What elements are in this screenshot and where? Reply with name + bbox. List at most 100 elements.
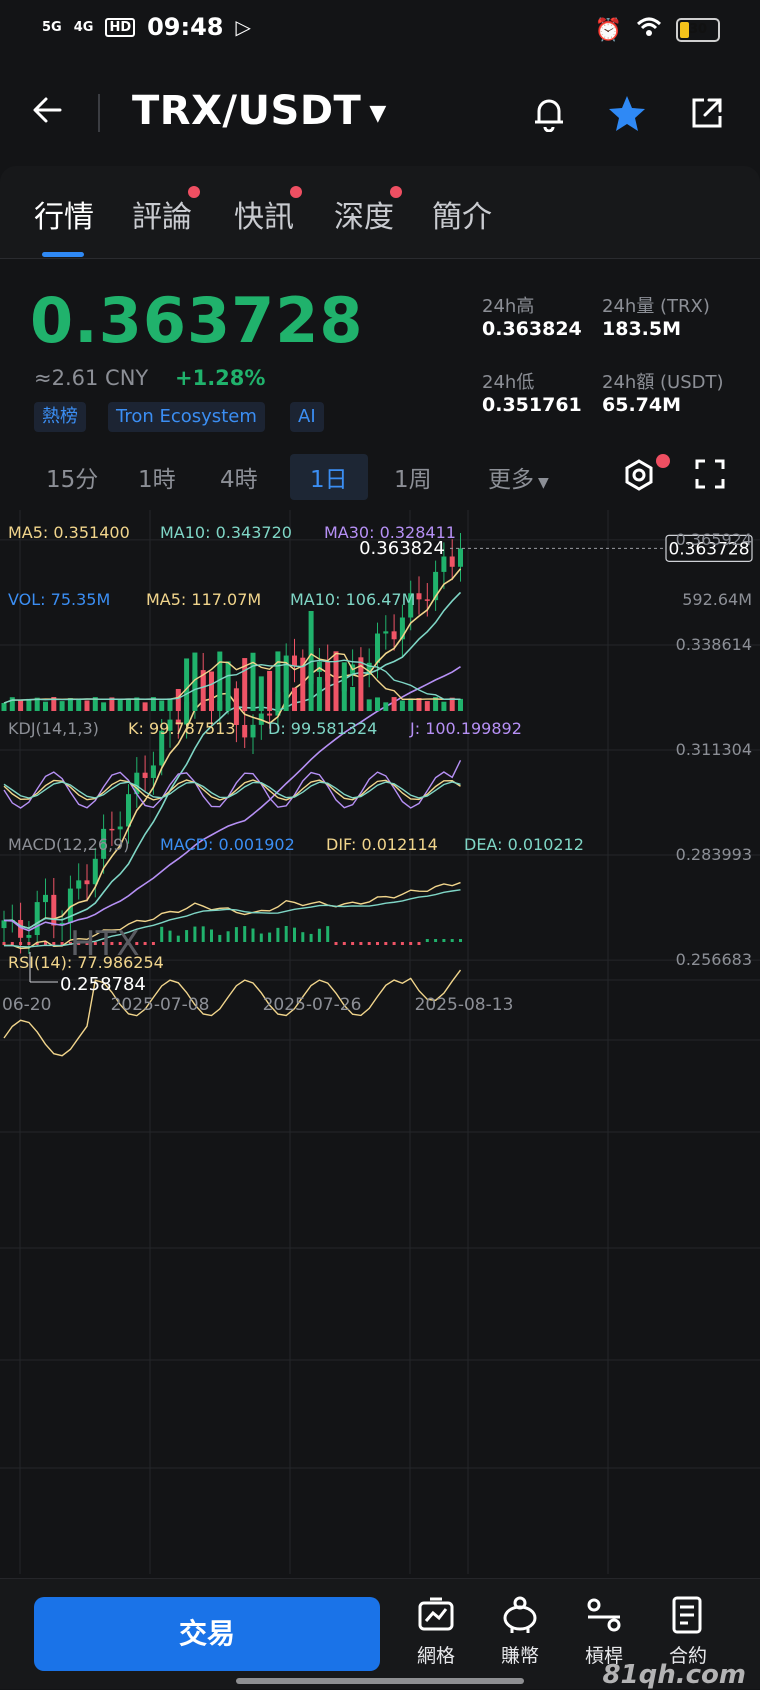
macd-histogram-bar <box>10 942 14 945</box>
trade-button[interactable]: 交易 <box>34 1597 380 1671</box>
candle-body <box>34 902 40 936</box>
volume-bar <box>283 661 289 711</box>
macd-histogram-bar <box>210 929 213 942</box>
volume-bar <box>200 675 206 711</box>
candle-body <box>175 719 181 725</box>
macd-histogram-bar <box>27 942 31 945</box>
tab-news[interactable]: 快訊 <box>234 186 302 236</box>
notification-dot <box>656 454 670 468</box>
star-favorite-icon[interactable] <box>604 90 650 136</box>
macd-histogram-bar <box>226 931 230 942</box>
volume-bar <box>424 701 430 711</box>
macd-dea-legend: DEA: 0.010212 <box>464 835 584 854</box>
volume-bar <box>101 702 107 711</box>
candle-body <box>167 719 173 731</box>
tf-1w[interactable]: 1周 <box>394 467 432 493</box>
candle-body <box>408 593 414 618</box>
share-icon[interactable] <box>684 90 730 136</box>
candle-body <box>366 662 372 675</box>
back-arrow-icon[interactable] <box>30 92 70 132</box>
macd-histogram-bar <box>60 942 64 945</box>
signal-4g: 4G <box>73 19 94 35</box>
vol-legend: VOL: 75.35M <box>8 590 110 609</box>
home-indicator <box>236 1678 524 1684</box>
stat-vol-value: 183.5M <box>602 318 682 340</box>
tf-1d[interactable]: 1日 <box>290 454 368 500</box>
htx-watermark: HTX <box>70 924 140 964</box>
nav-contract[interactable]: 合約 <box>648 1593 728 1668</box>
tf-1h[interactable]: 1時 <box>138 467 176 493</box>
volume-bar <box>300 657 306 711</box>
bell-icon[interactable] <box>526 90 572 136</box>
nav-earn[interactable]: 賺幣 <box>480 1593 560 1668</box>
tf-more[interactable]: 更多 ▼ <box>488 467 549 493</box>
macd-histogram-bar <box>85 942 89 945</box>
tf-4h[interactable]: 4時 <box>220 467 258 493</box>
stat-high-value: 0.363824 <box>482 318 582 340</box>
tag-hot[interactable]: 熱榜 <box>34 402 86 432</box>
candle-body <box>59 922 65 926</box>
indicator-settings-icon[interactable] <box>622 458 656 496</box>
x-tick-label: 06-20 <box>2 995 51 1015</box>
macd-histogram-bar <box>425 939 429 942</box>
macd-histogram-bar <box>143 942 147 945</box>
volume-bar <box>84 700 90 711</box>
volume-bar <box>416 698 422 711</box>
nav-margin[interactable]: 槓桿 <box>564 1593 644 1668</box>
volume-bar <box>375 697 380 711</box>
tab-depth[interactable]: 深度 <box>334 186 402 236</box>
macd-histogram-bar <box>268 932 272 942</box>
volume-bar <box>26 698 32 711</box>
volume-bar <box>167 698 173 711</box>
macd-histogram-bar <box>77 942 81 945</box>
macd-histogram-bar <box>367 942 371 945</box>
macd-histogram-bar <box>334 942 338 945</box>
tf-15m[interactable]: 15分 <box>46 467 99 493</box>
tag-ai[interactable]: AI <box>290 402 324 432</box>
volume-bar <box>275 651 281 711</box>
tag-tron-ecosystem[interactable]: Tron Ecosystem <box>108 402 265 432</box>
stat-low-label: 24h低 <box>482 372 535 393</box>
tab-intro[interactable]: 簡介 <box>432 200 492 235</box>
candle-body <box>51 894 57 926</box>
volume-bar <box>242 658 248 711</box>
candle-body <box>67 888 73 923</box>
macd-value-legend: MACD: 0.001902 <box>160 835 295 854</box>
tab-market[interactable]: 行情 <box>34 200 94 235</box>
pair-selector[interactable]: TRX/USDT ▼ <box>132 88 387 134</box>
volume-bar <box>267 670 273 711</box>
candle-body <box>134 772 140 795</box>
macd-histogram-bar <box>409 942 413 945</box>
macd-histogram-bar <box>127 942 130 945</box>
volume-bar <box>175 688 181 711</box>
macd-histogram-bar <box>102 942 106 945</box>
volume-bar <box>225 661 231 711</box>
macd-dea-line <box>3 889 461 948</box>
kdj-j-line <box>3 760 462 809</box>
signal-5g: 5G <box>42 19 62 35</box>
volume-bar <box>51 697 57 711</box>
grid-bot-icon <box>418 1597 454 1631</box>
candle-body <box>92 858 98 885</box>
macd-histogram-bar <box>317 928 321 942</box>
macd-histogram-bar <box>251 928 255 942</box>
alarm-icon: ⏰ <box>594 17 622 43</box>
macd-histogram-bar <box>151 942 155 945</box>
volume-bar <box>350 686 356 711</box>
volume-bar <box>43 701 48 711</box>
macd-histogram-bar <box>392 942 396 945</box>
header-divider <box>98 94 100 132</box>
macd-histogram-bar <box>110 942 114 945</box>
candle-body <box>449 556 455 567</box>
macd-histogram-bar <box>44 942 47 945</box>
kdj-k-line <box>3 779 461 801</box>
volume-bar <box>209 671 214 711</box>
nav-grid[interactable]: 網格 <box>396 1593 476 1668</box>
tab-comments[interactable]: 評論 <box>132 186 200 236</box>
header: TRX/USDT ▼ <box>0 70 760 156</box>
candle-body <box>101 828 107 859</box>
fullscreen-icon[interactable] <box>694 458 726 494</box>
kline-chart[interactable]: 0.363824 0.363728 0.258784 0.365924 0.338614… <box>0 510 760 1574</box>
volume-bar <box>449 697 455 711</box>
volume-bar <box>217 651 223 711</box>
